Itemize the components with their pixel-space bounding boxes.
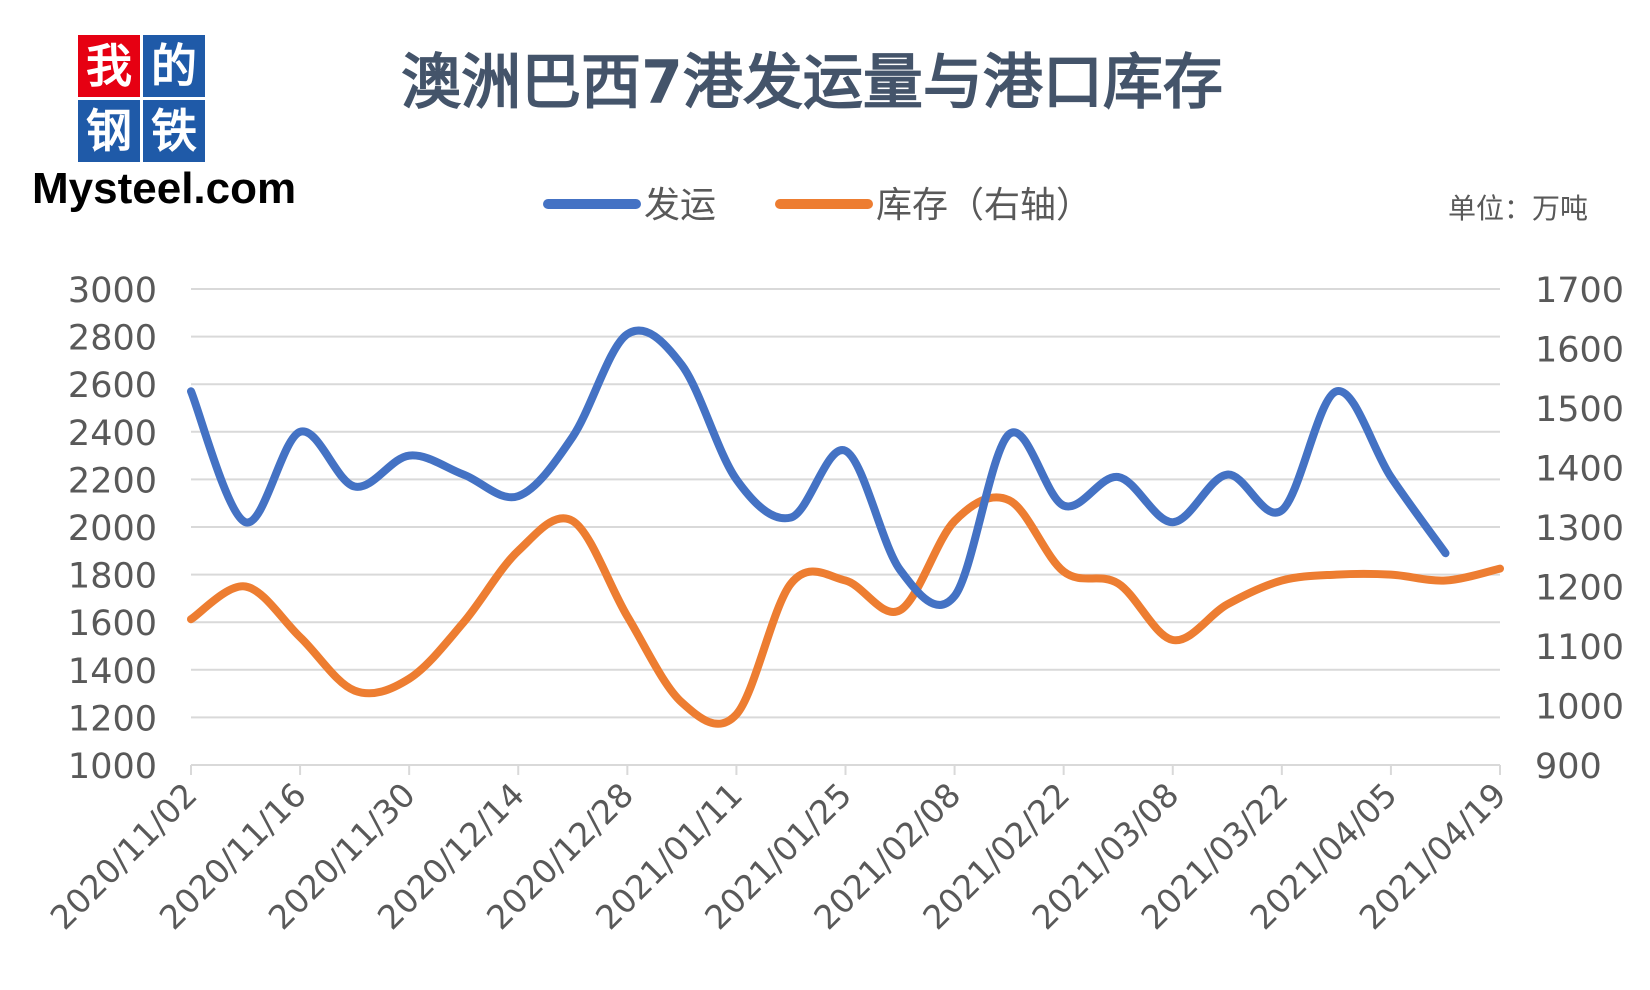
right-tick-label: 1700 [1535, 271, 1624, 311]
left-tick-label: 1800 [68, 557, 157, 597]
mysteel-logo: 我 的 钢 铁 Mysteel.com [32, 35, 296, 213]
left-tick-label: 1200 [68, 699, 157, 739]
left-tick-label: 2600 [68, 366, 157, 406]
logo-text: Mysteel.com [32, 164, 296, 213]
chart-title: 澳洲巴西7港发运量与港口库存 [401, 48, 1223, 118]
x-axis: 2020/11/022020/11/162020/11/302020/12/14… [43, 764, 1514, 937]
left-tick-label: 2200 [68, 461, 157, 501]
left-tick-label: 2000 [68, 509, 157, 549]
series-line-shipments [187, 326, 1450, 609]
logo-char-4: 铁 [151, 104, 197, 158]
series-line-inventory [187, 493, 1504, 728]
legend-label-inventory: 库存（右轴） [876, 185, 1092, 226]
legend: 发运 库存（右轴） [543, 185, 1092, 226]
logo-char-2: 的 [151, 39, 197, 93]
right-tick-label: 1600 [1535, 331, 1624, 371]
logo-tile-3 [78, 100, 140, 162]
unit-label: 单位：万吨 [1448, 192, 1588, 225]
right-tick-label: 1100 [1535, 628, 1624, 668]
left-tick-label: 2400 [68, 414, 157, 454]
legend-label-shipments: 发运 [644, 185, 716, 226]
left-axis-ticks: 3000 2800 2600 2400 2200 2000 1800 1600 1400 1200… [68, 271, 157, 787]
left-tick-label: 1000 [68, 747, 157, 787]
right-tick-label: 1400 [1535, 450, 1624, 490]
right-tick-label: 1500 [1535, 390, 1624, 430]
left-tick-label: 3000 [68, 271, 157, 311]
logo-tile-2 [143, 35, 205, 97]
right-tick-label: 1200 [1535, 569, 1624, 609]
right-axis-ticks: 1700 1600 1500 1400 1300 1200 1100 1000 900 [1535, 271, 1624, 787]
logo-tile-1 [78, 35, 140, 97]
logo-tile-4 [143, 100, 205, 162]
series-layer [187, 326, 1504, 728]
right-tick-label: 900 [1535, 747, 1602, 787]
left-tick-label: 2800 [68, 319, 157, 359]
right-tick-label: 1300 [1535, 509, 1624, 549]
logo-char-3: 钢 [86, 104, 132, 158]
logo-char-1: 我 [86, 39, 132, 93]
left-tick-label: 1600 [68, 604, 157, 644]
right-tick-label: 1000 [1535, 688, 1624, 728]
left-tick-label: 1400 [68, 652, 157, 692]
